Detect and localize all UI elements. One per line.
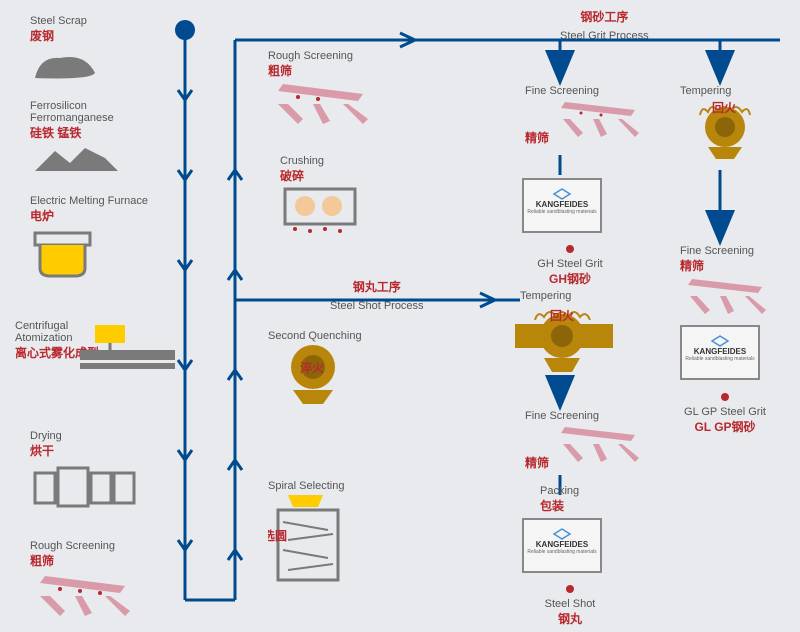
drying: Drying 烘干 <box>30 430 140 513</box>
gh-grit-cn: GH钢砂 <box>530 270 610 287</box>
gh-logo-box: KANGFEIDES Reliable sandblasting materia… <box>522 178 602 233</box>
steel-scrap-cn: 废钢 <box>30 27 100 44</box>
red-dot-icon <box>566 585 574 593</box>
red-dot-icon <box>566 245 574 253</box>
furnace-cn: 电炉 <box>30 207 148 224</box>
spiral-selecting-en: Spiral Selecting <box>268 480 348 492</box>
gl-grit: GL GP Steel Grit GL GP钢砂 <box>675 388 775 435</box>
shot-header-en: Steel Shot Process <box>330 300 424 312</box>
grit-header-cn: 钢砂工序 <box>580 10 628 24</box>
drying-en: Drying <box>30 430 140 442</box>
ferro-cn: 硅铁 锰铁 <box>30 124 120 141</box>
packing-cn: 包装 <box>540 499 564 513</box>
grit-header: 钢砂工序 Steel Grit Process <box>560 8 649 44</box>
gh-logo-name: KANGFEIDES <box>524 200 600 209</box>
packing-logo-name: KANGFEIDES <box>524 540 600 549</box>
shot-header: 钢丸工序 Steel Shot Process <box>330 278 424 314</box>
fine-screening-3: Fine Screening 精筛 <box>525 410 648 472</box>
fine-screening-2-cn: 精筛 <box>680 257 775 274</box>
rough-screening-center-en: Rough Screening <box>268 50 378 62</box>
packing-logo-box: KANGFEIDES Reliable sandblasting materia… <box>522 518 602 573</box>
fine-screening-2: Fine Screening 精筛 <box>680 245 775 324</box>
packing-en: Packing <box>540 485 579 497</box>
fine-screening-1-cn: 精筛 <box>525 131 549 145</box>
rough-screening-left-en: Rough Screening <box>30 540 140 552</box>
svg-text:回火: 回火 <box>712 101 737 115</box>
gl-grit-cn: GL GP钢砂 <box>675 418 775 435</box>
fine-screening-3-cn: 精筛 <box>525 456 549 470</box>
tempering-1: Tempering 回火 <box>680 85 775 172</box>
ferro: Ferrosilicon Ferromanganese 硅铁 锰铁 <box>30 100 120 178</box>
gl-logo-tag: Reliable sandblasting materials <box>682 356 758 362</box>
furnace-en: Electric Melting Furnace <box>30 195 148 207</box>
svg-text:淬火: 淬火 <box>300 360 325 375</box>
crushing-en: Crushing <box>280 155 360 167</box>
spiral-selecting: Spiral Selecting 选圆 <box>268 480 348 592</box>
gl-grit-en: GL GP Steel Grit <box>675 406 775 418</box>
fine-screening-1: Fine Screening 精筛 <box>525 85 648 147</box>
red-dot-icon <box>721 393 729 401</box>
packing-logo-tag: Reliable sandblasting materials <box>524 549 600 555</box>
svg-text:选圆: 选圆 <box>268 528 287 543</box>
shot-header-cn: 钢丸工序 <box>353 280 401 294</box>
second-quenching: Second Quenching 淬火 <box>268 330 363 412</box>
steel-shot: Steel Shot 钢丸 <box>535 580 605 627</box>
drying-cn: 烘干 <box>30 442 140 459</box>
fine-screening-3-en: Fine Screening <box>525 410 648 422</box>
packing: Packing 包装 <box>540 485 579 515</box>
tempering-2: Tempering 回火 <box>510 290 620 382</box>
fine-screening-1-en: Fine Screening <box>525 85 648 97</box>
steel-scrap: Steel Scrap 废钢 <box>30 15 100 88</box>
gl-logo-name: KANGFEIDES <box>682 347 758 356</box>
crushing: Crushing 破碎 <box>280 155 360 239</box>
rough-screening-center-cn: 粗筛 <box>268 62 378 79</box>
furnace: Electric Melting Furnace 电炉 <box>30 195 148 283</box>
rough-screening-center: Rough Screening 粗筛 <box>268 50 378 134</box>
steel-scrap-en: Steel Scrap <box>30 15 100 27</box>
crushing-cn: 破碎 <box>280 167 360 184</box>
svg-text:回火: 回火 <box>550 309 575 323</box>
steel-shot-en: Steel Shot <box>535 598 605 610</box>
rough-screening-left-cn: 粗筛 <box>30 552 140 569</box>
gh-grit: GH Steel Grit GH钢砂 <box>530 240 610 287</box>
gh-grit-en: GH Steel Grit <box>530 258 610 270</box>
rough-screening-left: Rough Screening 粗筛 <box>30 540 140 626</box>
tempering-1-en: Tempering <box>680 85 775 97</box>
tempering-2-en: Tempering <box>520 290 620 302</box>
fine-screening-2-en: Fine Screening <box>680 245 775 257</box>
ferro-en: Ferrosilicon Ferromanganese <box>30 100 120 124</box>
steel-shot-cn: 钢丸 <box>535 610 605 627</box>
grit-header-en: Steel Grit Process <box>560 30 649 42</box>
gh-logo-tag: Reliable sandblasting materials <box>524 209 600 215</box>
second-quenching-en: Second Quenching <box>268 330 363 342</box>
gl-logo-box: KANGFEIDES Reliable sandblasting materia… <box>680 325 760 380</box>
